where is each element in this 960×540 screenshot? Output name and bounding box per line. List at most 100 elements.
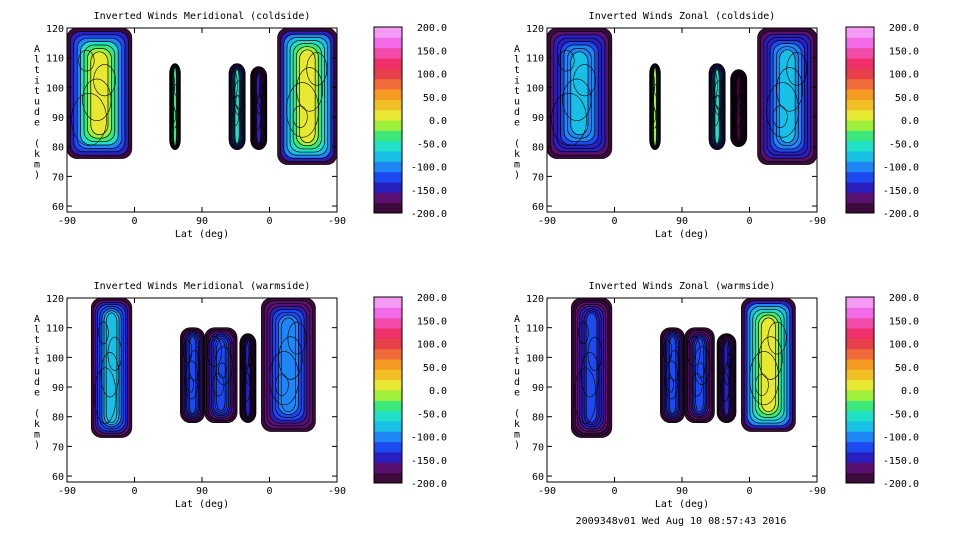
colorbar-band	[374, 130, 402, 142]
colorbar-label: 50.0	[423, 363, 447, 374]
colorbar-label: 200.0	[417, 23, 447, 34]
colorbar-band	[374, 47, 402, 59]
colorbar-frame	[845, 26, 875, 214]
colorbar-band	[374, 78, 402, 90]
panel-zonal-coldside: Inverted Winds Zonal (coldside) -90 0 90 0 -9…	[514, 11, 919, 240]
contour-line	[573, 367, 597, 424]
colorbar-band	[374, 202, 402, 214]
colorbar-band	[846, 431, 874, 443]
colorbar-label: 100.0	[417, 340, 447, 351]
contour-line	[668, 350, 681, 382]
colorbar-label: -150.0	[411, 456, 447, 467]
contour-line	[667, 376, 674, 393]
contour-line	[287, 321, 307, 355]
x-tick-label: -90	[328, 486, 346, 497]
contour-line	[772, 105, 788, 128]
colorbar-label: 100.0	[889, 70, 919, 81]
y-tick-label: 60	[52, 472, 64, 483]
contour-line	[296, 67, 324, 112]
y-tick-label: 110	[526, 324, 544, 335]
colorbar-band	[374, 328, 402, 339]
contour-line	[562, 78, 592, 122]
y-tick-label: 60	[52, 202, 64, 213]
panel-meridional-coldside: Inverted Winds Meridional (coldside) -90 0…	[34, 11, 447, 240]
y-tick-label: 80	[532, 413, 544, 424]
contour-line	[727, 352, 733, 368]
contour-line	[573, 64, 596, 97]
x-tick-label: -90	[808, 216, 826, 227]
contour-line	[651, 93, 658, 129]
colorbar-label: 50.0	[895, 93, 919, 104]
contour-line	[98, 321, 109, 345]
contour-region	[684, 327, 715, 423]
x-axis-label: Lat (deg)	[655, 499, 709, 510]
contour-line	[78, 49, 95, 72]
contour-line	[786, 52, 808, 86]
colorbar-band	[846, 182, 874, 193]
contour-region	[649, 63, 661, 151]
contour-region	[261, 298, 316, 432]
contour-line	[306, 52, 328, 86]
colorbar-frame	[373, 26, 403, 214]
panel-zonal-warmside: Inverted Winds Zonal (warmside) -90 0 90 0 -9…	[514, 281, 919, 510]
plot-area	[547, 28, 817, 165]
y-tick-label: 90	[52, 383, 64, 394]
colorbar-band	[846, 410, 874, 422]
colorbar-band	[374, 462, 402, 474]
colorbar-label: 150.0	[889, 46, 919, 57]
x-tick-label: 0	[131, 486, 137, 497]
x-tick-label: 90	[676, 216, 688, 227]
contour-band	[779, 49, 796, 144]
contour-line	[71, 92, 107, 146]
colorbar-band	[846, 140, 874, 152]
colorbar-band	[374, 120, 402, 131]
colorbar-label: 0.0	[429, 386, 447, 397]
x-tick-label: 0	[611, 486, 617, 497]
colorbar-band	[846, 89, 874, 100]
panel-title: Inverted Winds Zonal (coldside)	[589, 11, 776, 22]
contour-band	[216, 339, 226, 412]
contour-band	[280, 317, 296, 413]
contour-line	[269, 351, 299, 406]
contour-line	[755, 373, 769, 396]
panel-title: Inverted Winds Meridional (warmside)	[94, 281, 311, 292]
colorbar-band	[846, 78, 874, 90]
contour-line	[558, 49, 575, 72]
contour-region	[708, 63, 726, 151]
contour-line	[278, 336, 303, 380]
colorbar-label: 150.0	[889, 316, 919, 327]
contour-region	[250, 66, 268, 151]
colorbar-band	[374, 369, 402, 381]
colorbar-band	[846, 151, 874, 162]
y-tick-label: 100	[526, 353, 544, 364]
colorbar-band	[374, 379, 402, 391]
colorbar-label: -200.0	[411, 209, 447, 220]
colorbar-label: 150.0	[417, 316, 447, 327]
contour-line	[551, 92, 587, 146]
y-tick-label: 120	[526, 24, 544, 35]
colorbar-band	[374, 151, 402, 162]
colorbar-band	[846, 202, 874, 214]
contour-line	[187, 376, 194, 393]
contour-region	[730, 69, 748, 148]
x-tick-label: -90	[538, 216, 556, 227]
contour-line	[587, 336, 602, 371]
colorbar-band	[846, 472, 874, 484]
contour-region	[547, 28, 613, 159]
colorbar: 200.0 150.0 100.0 50.0 0.0 -50.0 -100.0 -150.0 -…	[373, 23, 447, 220]
contour-band	[695, 338, 704, 413]
colorbar-band	[846, 421, 874, 432]
colorbar-label: -100.0	[883, 433, 919, 444]
colorbar: 200.0 150.0 100.0 50.0 0.0 -50.0 -100.0 -150.0 -…	[845, 293, 919, 490]
contour-region	[239, 333, 257, 423]
colorbar-band	[374, 421, 402, 432]
y-tick-label: 90	[52, 113, 64, 124]
contour-line	[100, 352, 120, 398]
y-tick-label: 110	[46, 54, 64, 65]
contour-line	[82, 78, 112, 122]
contour-region	[228, 63, 246, 151]
contour-region	[204, 327, 238, 423]
colorbar-label: 200.0	[889, 293, 919, 304]
contour-line	[253, 102, 262, 131]
